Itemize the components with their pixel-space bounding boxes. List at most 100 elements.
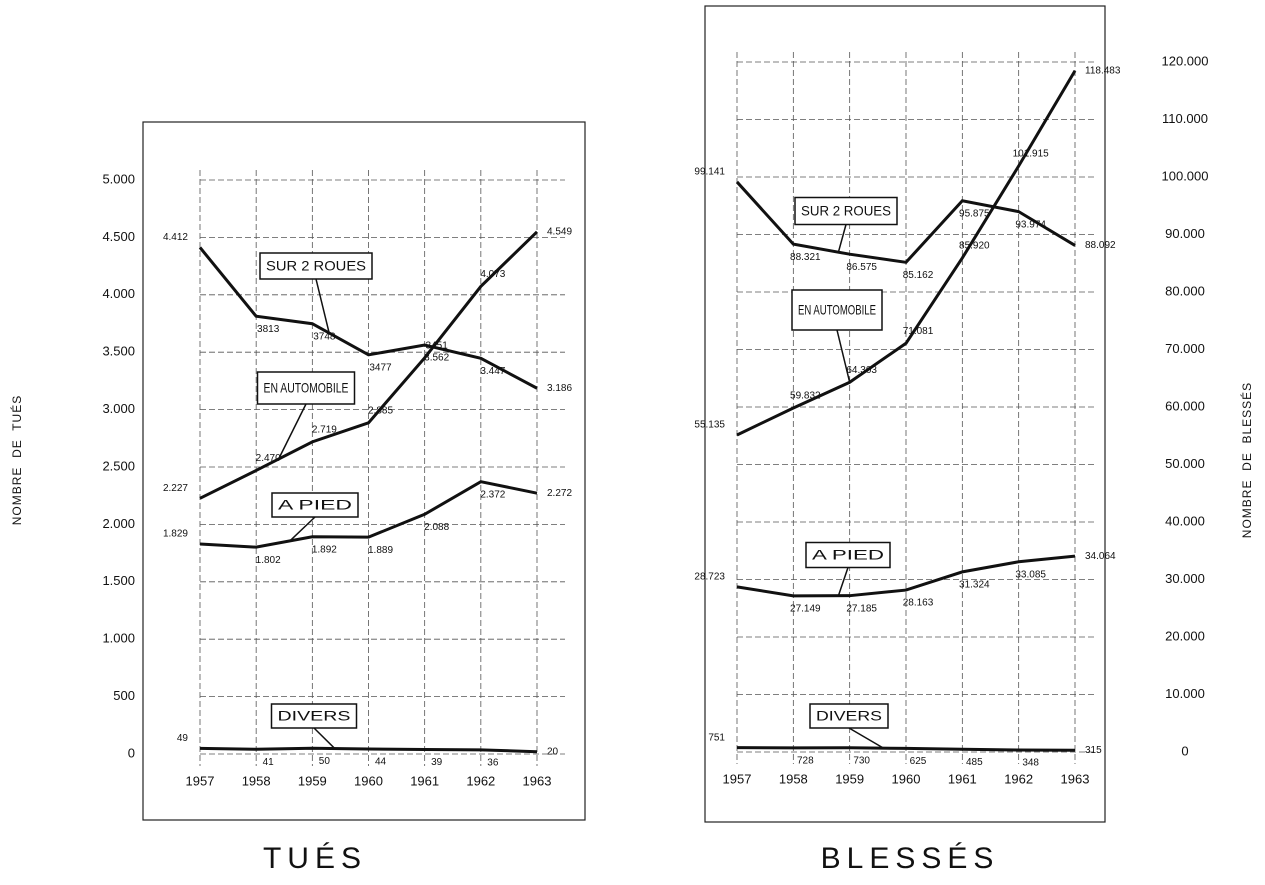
value-label: 751 [708, 732, 725, 743]
y-axis-label: NOMBRE DE BLESSÉS [1239, 382, 1254, 538]
series-line [198, 246, 538, 390]
y-tick-label: 120.000 [1162, 53, 1209, 68]
series-line [736, 554, 1076, 598]
value-label: 730 [853, 755, 870, 766]
value-label: 1.802 [256, 555, 281, 566]
legend-box [791, 289, 883, 331]
value-label: 4.549 [547, 226, 572, 237]
value-label: 28.163 [903, 598, 934, 609]
legend-box [256, 371, 356, 405]
series-line [735, 180, 1076, 264]
x-tick-label: 1961 [948, 771, 977, 786]
legend-label: EN AUTOMOBILE [798, 302, 876, 318]
value-label: 49 [177, 733, 189, 744]
value-label: 1.829 [163, 529, 188, 540]
leader-line [836, 329, 851, 383]
legend-label: SUR 2 ROUES [266, 258, 366, 274]
value-label: 4.073 [480, 269, 505, 280]
value-label: 3451 [426, 340, 449, 351]
value-label: 3.562 [424, 353, 449, 364]
value-label: 3477 [369, 362, 392, 373]
value-label: 4.412 [163, 232, 188, 243]
value-label: 728 [797, 755, 814, 766]
value-label: 34.064 [1085, 551, 1116, 562]
value-label: 3.186 [547, 383, 572, 394]
series-line [199, 230, 539, 500]
value-label: 39 [431, 757, 443, 768]
x-tick-label: 1961 [410, 773, 439, 788]
value-label: 28.723 [694, 571, 725, 582]
y-tick-label: 80.000 [1165, 283, 1205, 298]
series-line [199, 480, 538, 549]
y-tick-label: 30.000 [1165, 571, 1205, 586]
legend-box [271, 492, 359, 518]
value-label: 59.832 [790, 391, 821, 402]
value-label: 118.483 [1085, 65, 1121, 76]
legend-label: A PIED [278, 497, 352, 513]
value-label: 2.372 [480, 489, 505, 500]
y-tick-label: 2.500 [102, 458, 135, 473]
value-label: 315 [1085, 745, 1102, 756]
value-label: 2.272 [547, 488, 572, 499]
value-label: 64.303 [846, 365, 877, 376]
value-label: 85.920 [959, 241, 990, 252]
legend-label: SUR 2 ROUES [801, 203, 891, 219]
y-tick-label: 1.500 [102, 573, 135, 588]
y-tick-label: 50.000 [1165, 456, 1205, 471]
value-label: 27.185 [846, 603, 877, 614]
x-tick-label: 1958 [779, 771, 808, 786]
leader-line [837, 224, 847, 253]
x-tick-label: 1957 [723, 771, 752, 786]
value-label: 485 [966, 757, 983, 768]
x-tick-label: 1960 [354, 773, 383, 788]
value-label: 2.719 [312, 424, 337, 435]
x-tick-label: 1962 [466, 773, 495, 788]
legend-box [809, 703, 889, 729]
x-tick-label: 1963 [523, 773, 552, 788]
value-label: 2.885 [368, 405, 393, 416]
value-label: 27.149 [790, 604, 821, 615]
value-label: 3813 [257, 324, 280, 335]
value-label: 1.889 [368, 545, 393, 556]
series-line [736, 746, 1076, 752]
y-tick-label: 90.000 [1165, 226, 1205, 241]
frame [704, 5, 1106, 823]
series-line [736, 69, 1077, 437]
value-label: 50 [319, 756, 331, 767]
y-tick-label: 70.000 [1165, 341, 1205, 356]
y-tick-label: 3.500 [102, 344, 135, 359]
legend-label: DIVERS [278, 708, 351, 724]
y-tick-label: 3.000 [102, 401, 135, 416]
legend-box [270, 703, 358, 729]
value-label: 71.081 [903, 326, 934, 337]
leader-line [848, 727, 884, 749]
value-label: 85.162 [903, 270, 934, 281]
value-label: 3748 [313, 331, 336, 342]
value-label: 101.915 [1013, 149, 1050, 160]
value-label: 625 [910, 756, 927, 767]
series-line [199, 746, 538, 754]
y-tick-label: 10.000 [1165, 686, 1205, 701]
value-label: 55.135 [694, 420, 725, 431]
value-label: 88.321 [790, 252, 821, 263]
value-label: 41 [263, 757, 275, 768]
value-label: 348 [1022, 758, 1039, 769]
y-tick-label: 4.000 [102, 286, 135, 301]
y-tick-label: 0 [128, 745, 135, 760]
leader-line [315, 278, 330, 334]
value-label: 2.088 [424, 522, 449, 533]
value-label: 33.085 [1015, 569, 1046, 580]
x-tick-label: 1959 [298, 773, 327, 788]
leader-line [277, 403, 307, 460]
legend-label: EN AUTOMOBILE [264, 380, 349, 396]
value-label: 1.892 [312, 544, 337, 555]
value-label: 86.575 [846, 262, 877, 273]
value-label: 44 [375, 757, 387, 768]
value-label: 2.227 [163, 483, 188, 494]
x-tick-label: 1957 [186, 773, 215, 788]
value-label: 95.875 [959, 208, 990, 219]
y-tick-label: 0 [1181, 743, 1188, 758]
y-axis-label: NOMBRE DE TUÉS [9, 395, 24, 525]
chart-title: TUÉS [263, 842, 367, 875]
